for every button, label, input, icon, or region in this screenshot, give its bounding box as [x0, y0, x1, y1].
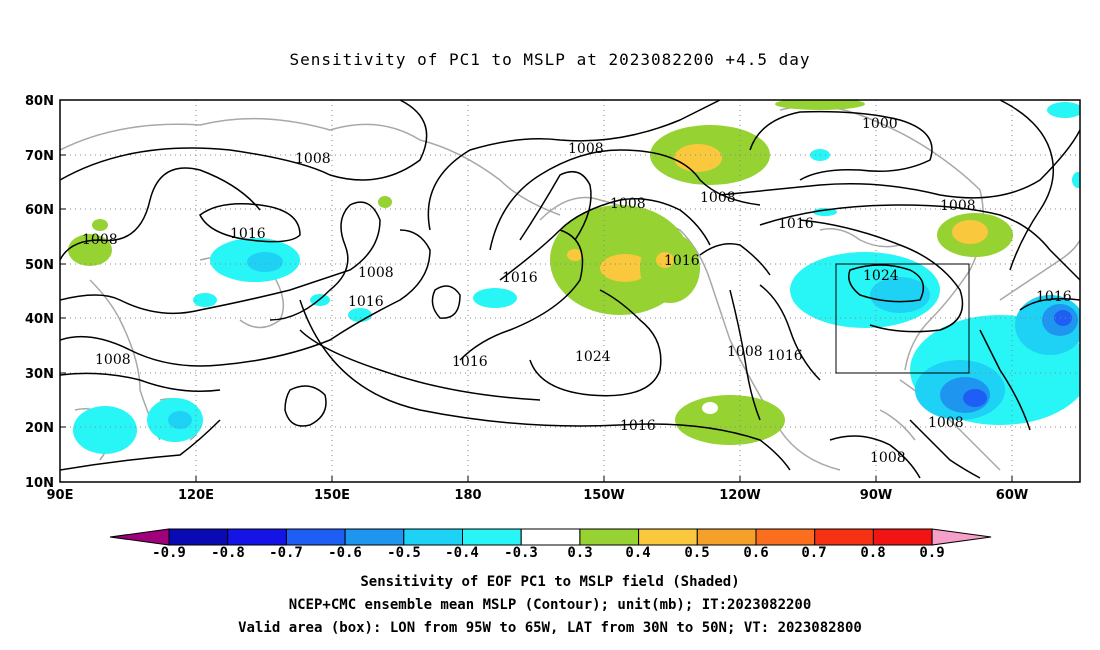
- lon-tick-label: 150W: [583, 488, 624, 503]
- colorbar-swatch: [755, 528, 816, 546]
- colorbar-label: 0.8: [860, 545, 885, 561]
- lat-tick-label: 10N: [25, 476, 54, 491]
- colorbar-swatch: [344, 528, 405, 546]
- colorbar-swatch: [872, 528, 933, 546]
- lon-tick-label: 150E: [314, 488, 350, 503]
- contour-label: 1016: [664, 253, 700, 269]
- valid-area-box: [835, 263, 970, 374]
- contour-label: 1008: [95, 352, 131, 368]
- caption-line-1: Sensitivity of EOF PC1 to MSLP field (Sh…: [360, 574, 740, 590]
- colorbar: [109, 528, 992, 546]
- colorbar-swatch: [227, 528, 287, 546]
- lon-labels: 90E 120E 150E 180 150W 120W 90W 60W: [47, 488, 1029, 503]
- lat-tick-label: 50N: [25, 258, 54, 273]
- contour-label: 1008: [82, 232, 118, 248]
- lon-tick-label: 120W: [719, 488, 760, 503]
- colorbar-swatch: [520, 528, 581, 546]
- colorbar-labels: -0.9 -0.8 -0.7 -0.6 -0.5 -0.4 -0.3 0.3 0…: [152, 545, 945, 561]
- contour-label: 1008: [700, 190, 736, 206]
- contour-labels: 1008 1016 1008 1008 1016 1008 1008 1016 …: [82, 116, 1072, 466]
- colorbar-label: 0.9: [919, 545, 944, 561]
- colorbar-label: -0.9: [152, 545, 186, 561]
- contour-label: 1024: [575, 349, 611, 365]
- contour-label: 1008: [568, 141, 604, 157]
- lon-tick-label: 180: [454, 488, 481, 503]
- colorbar-label: 0.4: [625, 545, 650, 561]
- contour-label: 1008: [610, 196, 646, 212]
- contour-label: 1008: [870, 450, 906, 466]
- colorbar-min-arrow: [109, 528, 170, 546]
- caption-line-3: Valid area (box): LON from 95W to 65W, L…: [238, 620, 862, 636]
- contour-label: 1016: [230, 226, 266, 242]
- contour-label: 1016: [502, 270, 538, 286]
- contour-label: 1008: [727, 344, 763, 360]
- contour-label: 1016: [767, 348, 803, 364]
- caption-line-2: NCEP+CMC ensemble mean MSLP (Contour); u…: [288, 597, 812, 613]
- colorbar-label: -0.3: [504, 545, 538, 561]
- contour-label: 1008: [295, 151, 331, 167]
- colorbar-label: 0.7: [801, 545, 826, 561]
- lat-tick-label: 60N: [25, 203, 54, 218]
- contour-label: 1000: [862, 116, 898, 132]
- colorbar-label: -0.7: [269, 545, 303, 561]
- contour-label: 1016: [1036, 289, 1072, 305]
- colorbar-swatch: [696, 528, 757, 546]
- colorbar-swatch: [403, 528, 463, 546]
- contour-label: 1008: [928, 415, 964, 431]
- lat-tick-label: 70N: [25, 149, 54, 164]
- contour-label: 1008: [358, 265, 394, 281]
- contour-label: 1016: [620, 418, 656, 434]
- contour-label: 1008: [940, 198, 976, 214]
- colorbar-label: 0.5: [684, 545, 709, 561]
- sensitivity-shading: [68, 100, 1080, 454]
- lon-tick-label: 90W: [860, 488, 892, 503]
- colorbar-label: 0.6: [743, 545, 768, 561]
- page-title: Sensitivity of PC1 to MSLP at 2023082200…: [289, 50, 811, 69]
- contour-label: 1016: [348, 294, 384, 310]
- axis-ticks: [60, 154, 1013, 482]
- colorbar-swatch: [462, 528, 522, 546]
- colorbar-swatch: [638, 528, 698, 546]
- colorbar-swatch: [579, 528, 640, 546]
- colorbar-label: -0.4: [445, 545, 479, 561]
- colorbar-label: -0.8: [211, 545, 245, 561]
- lat-tick-label: 40N: [25, 312, 54, 327]
- mslp-contours: [60, 100, 1080, 479]
- colorbar-swatch: [814, 528, 874, 546]
- contour-label: 1016: [778, 216, 814, 232]
- contour-label: 1016: [452, 354, 488, 370]
- graticule: [60, 100, 1080, 482]
- colorbar-swatch: [285, 528, 346, 546]
- colorbar-swatch: [168, 528, 229, 546]
- colorbar-label: -0.5: [387, 545, 421, 561]
- colorbar-max-arrow: [931, 528, 992, 546]
- lat-labels: 80N 70N 60N 50N 40N 30N 20N 10N: [25, 94, 54, 491]
- lon-tick-label: 120E: [178, 488, 214, 503]
- lon-tick-label: 60W: [996, 488, 1028, 503]
- lat-tick-label: 20N: [25, 421, 54, 436]
- colorbar-label: -0.6: [328, 545, 362, 561]
- lon-tick-label: 90E: [47, 488, 74, 503]
- lat-tick-label: 80N: [25, 94, 54, 109]
- contour-label: 1024: [863, 268, 899, 284]
- colorbar-label: 0.3: [567, 545, 592, 561]
- lat-tick-label: 30N: [25, 367, 54, 382]
- coastlines: [60, 105, 1080, 471]
- map-frame: [59, 99, 1081, 483]
